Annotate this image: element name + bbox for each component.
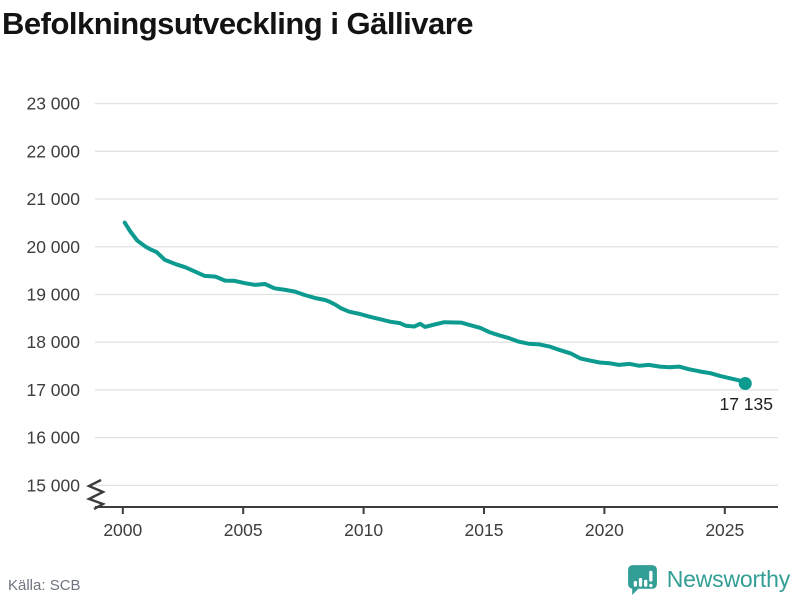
population-line <box>122 220 748 386</box>
end-point-value-label: 17 135 <box>719 394 773 414</box>
x-axis-tick-label: 2010 <box>344 520 383 540</box>
source-note: Källa: SCB <box>8 577 81 594</box>
population-line-chart: 23 000 22 000 21 000 20 000 19 000 18 000 17 0… <box>26 94 778 540</box>
newsworthy-logo-icon <box>627 564 657 595</box>
newsworthy-wordmark: Newsworthy <box>666 565 790 592</box>
x-axis-tick-label: 2020 <box>585 520 624 540</box>
y-axis-tick-label: 20 000 <box>26 237 80 257</box>
y-axis-tick-label: 23 000 <box>26 94 80 114</box>
y-axis-tick-label: 22 000 <box>26 141 80 161</box>
end-point-marker <box>738 376 752 390</box>
x-axis-tick-label: 2005 <box>224 520 263 540</box>
x-axis-tick-label: 2000 <box>103 520 142 540</box>
y-axis-tick-label: 21 000 <box>26 189 80 209</box>
chart-title: Befolkningsutveckling i Gällivare <box>2 6 474 41</box>
newsworthy-logo-link[interactable]: Newsworthy <box>626 562 790 596</box>
x-axis-tick-label: 2025 <box>705 520 744 540</box>
y-axis-tick-label: 16 000 <box>26 428 80 448</box>
y-axis-tick-label: 17 000 <box>26 380 80 400</box>
x-axis-tick-label: 2015 <box>465 520 504 540</box>
y-axis-tick-label: 19 000 <box>26 284 80 304</box>
y-axis-tick-label: 15 000 <box>26 475 80 495</box>
y-axis-tick-label: 18 000 <box>26 332 80 352</box>
y-axis-break-icon <box>85 478 106 511</box>
